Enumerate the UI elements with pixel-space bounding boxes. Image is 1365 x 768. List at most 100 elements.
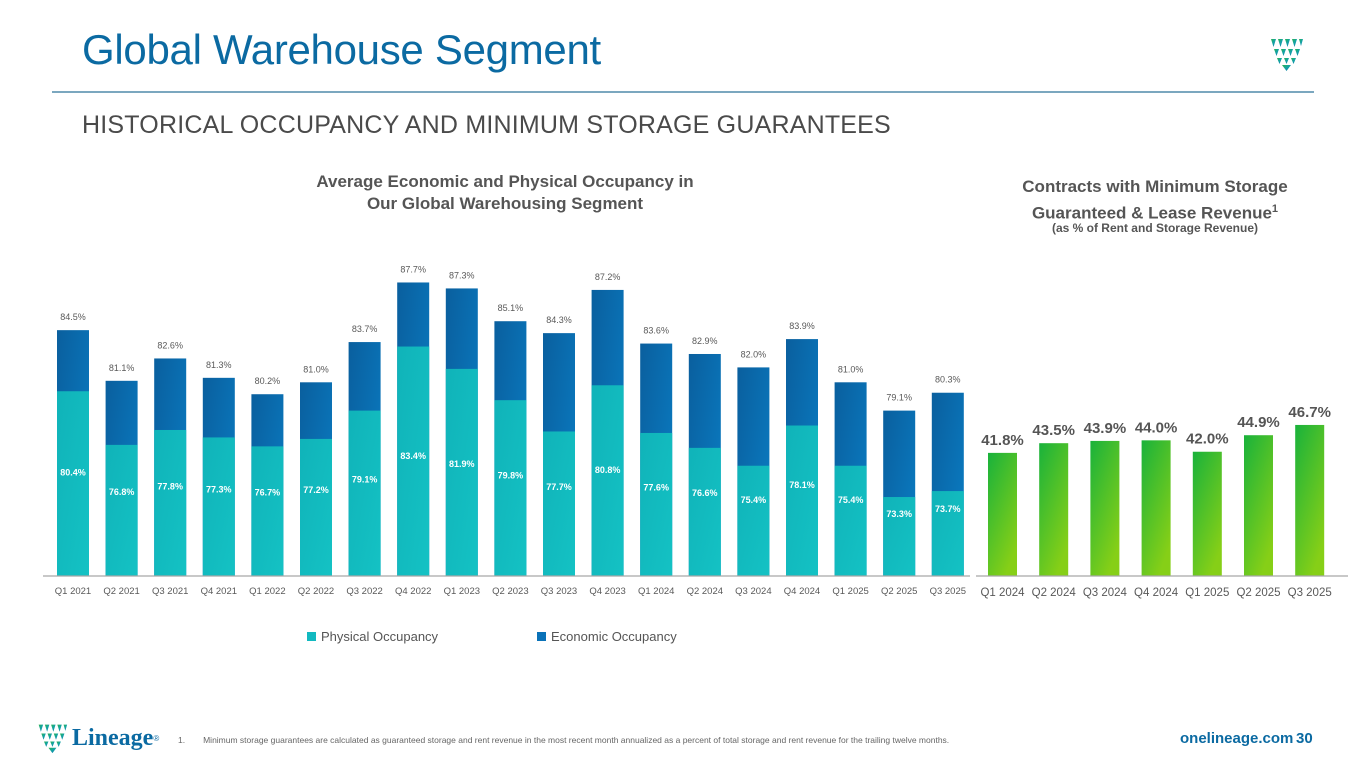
x-tick-label: Q3 2021: [152, 586, 188, 597]
physical-bar: [57, 391, 89, 576]
page-number: 30: [1296, 730, 1313, 747]
guarantees-bars: [988, 424, 1325, 576]
guarantees-chart-subtitle: (as % of Rent and Storage Revenue): [1051, 221, 1259, 235]
economic-value-label: 82.9%: [692, 336, 718, 346]
physical-value-label: 77.2%: [303, 485, 329, 495]
x-tick-label: Q4 2024: [784, 586, 820, 597]
physical-value-label: 77.3%: [206, 484, 232, 494]
economic-value-label: 83.7%: [352, 324, 378, 334]
x-tick-label: Q2 2025: [881, 586, 917, 597]
physical-value-label: 77.6%: [643, 483, 669, 493]
physical-value-label: 79.8%: [498, 471, 524, 481]
economic-value-label: 79.1%: [886, 393, 912, 403]
physical-bar: [688, 447, 721, 576]
guarantee-value-label: 46.7%: [1288, 404, 1331, 421]
footnote-number: 1.: [178, 735, 186, 745]
physical-value-label: 78.1%: [789, 480, 815, 490]
guarantee-value-label: 44.9%: [1237, 414, 1280, 431]
physical-bar: [251, 446, 284, 576]
physical-value-label: 76.7%: [255, 488, 281, 498]
physical-bar: [300, 438, 332, 576]
lineage-footer-logo: Lineage ®: [36, 721, 159, 755]
guarantee-bar: [1090, 440, 1120, 576]
occupancy-chart: 84.5% 80.4% Q1 2021 81.1% 76.8% Q2 2021 82.6% 7…: [43, 264, 970, 597]
x-tick-label: Q2 2024: [1032, 587, 1077, 599]
x-tick-label: Q3 2024: [735, 586, 771, 597]
physical-value-label: 81.9%: [449, 459, 475, 469]
guarantee-bar: [988, 452, 1017, 576]
x-tick-label: Q2 2022: [298, 586, 334, 597]
legend-swatch-physical: [307, 632, 316, 641]
guarantees-labels: 41.8% Q1 2024 43.5% Q2 2024 43.9% Q3 2024 44.0…: [980, 404, 1331, 599]
physical-value-label: 80.8%: [595, 465, 621, 475]
economic-value-label: 80.3%: [935, 375, 961, 385]
footnote-superscript: 1: [1271, 203, 1279, 215]
economic-value-label: 87.7%: [400, 264, 426, 274]
economic-value-label: 87.3%: [449, 270, 475, 280]
legend-label-physical: Physical Occupancy: [321, 629, 439, 644]
economic-value-label: 81.0%: [303, 364, 329, 374]
occupancy-labels: 84.5% 80.4% Q1 2021 81.1% 76.8% Q2 2021 82.6% 7…: [55, 264, 966, 597]
guarantee-bar: [1039, 443, 1069, 576]
lineage-shield-logo-icon: [38, 724, 68, 754]
physical-bar: [737, 465, 770, 576]
physical-value-label: 75.4%: [838, 495, 864, 505]
registered-mark: ®: [153, 733, 160, 743]
physical-bar: [834, 465, 867, 576]
occupancy-bars: [57, 282, 964, 576]
x-tick-label: Q1 2022: [249, 586, 285, 597]
occupancy-chart-title: Average Economic and Physical Occupancy …: [290, 171, 720, 215]
x-tick-label: Q1 2023: [444, 586, 480, 597]
guarantee-bar: [1141, 440, 1171, 576]
physical-bar: [883, 497, 916, 576]
physical-value-label: 80.4%: [60, 467, 86, 477]
x-tick-label: Q2 2023: [492, 586, 528, 597]
guarantees-chart: 41.8% Q1 2024 43.5% Q2 2024 43.9% Q3 2024 44.0…: [976, 404, 1348, 599]
guarantees-chart-title-line2: Guaranteed & Lease Revenue: [1031, 203, 1272, 223]
guarantees-chart-title: Contracts with Minimum Storage Guarantee…: [990, 176, 1320, 225]
economic-value-label: 84.5%: [60, 312, 86, 322]
website-link[interactable]: onelineage.com: [1180, 730, 1294, 747]
x-tick-label: Q1 2025: [1185, 587, 1229, 599]
physical-bar: [640, 432, 673, 576]
x-tick-label: Q4 2024: [1134, 587, 1179, 599]
guarantee-bar: [1295, 424, 1325, 576]
physical-bar: [105, 444, 138, 576]
economic-value-label: 80.2%: [255, 376, 281, 386]
physical-bar: [202, 437, 235, 576]
physical-bar: [348, 410, 381, 576]
physical-value-label: 73.7%: [935, 504, 961, 514]
x-tick-label: Q2 2021: [103, 586, 139, 597]
physical-value-label: 76.8%: [109, 487, 135, 497]
title-divider: [52, 91, 1314, 93]
physical-value-label: 83.4%: [400, 451, 426, 461]
x-tick-label: Q1 2024: [638, 586, 674, 597]
economic-value-label: 81.0%: [838, 364, 864, 374]
physical-bar: [591, 385, 624, 576]
economic-value-label: 82.6%: [157, 340, 183, 350]
lineage-shield-logo-icon: [1271, 39, 1303, 71]
physical-bar: [786, 425, 818, 576]
occupancy-chart-title-line1: Average Economic and Physical Occupancy …: [316, 172, 694, 191]
economic-value-label: 81.1%: [109, 363, 135, 373]
physical-bar: [397, 346, 430, 576]
guarantees-chart-title-line2-wrap: Guaranteed & Lease Revenue1: [990, 198, 1320, 225]
guarantee-value-label: 43.9%: [1084, 420, 1127, 437]
occupancy-chart-title-line2: Our Global Warehousing Segment: [366, 194, 644, 213]
economic-value-label: 82.0%: [741, 349, 767, 359]
x-tick-label: Q4 2023: [589, 586, 625, 597]
economic-value-label: 83.9%: [789, 321, 815, 331]
physical-bar: [445, 368, 478, 576]
x-tick-label: Q3 2025: [930, 586, 966, 597]
x-tick-label: Q2 2024: [687, 586, 723, 597]
x-tick-label: Q1 2024: [980, 587, 1025, 599]
legend-label-economic: Economic Occupancy: [551, 629, 677, 644]
x-tick-label: Q3 2023: [541, 586, 577, 597]
physical-value-label: 76.6%: [692, 488, 718, 498]
physical-value-label: 73.3%: [886, 509, 912, 519]
footnote: 1. Minimum storage guarantees are calcula…: [178, 735, 949, 745]
guarantee-value-label: 44.0%: [1135, 419, 1178, 436]
physical-bar: [154, 429, 187, 576]
guarantee-bar: [1192, 451, 1222, 576]
economic-value-label: 81.3%: [206, 360, 232, 370]
